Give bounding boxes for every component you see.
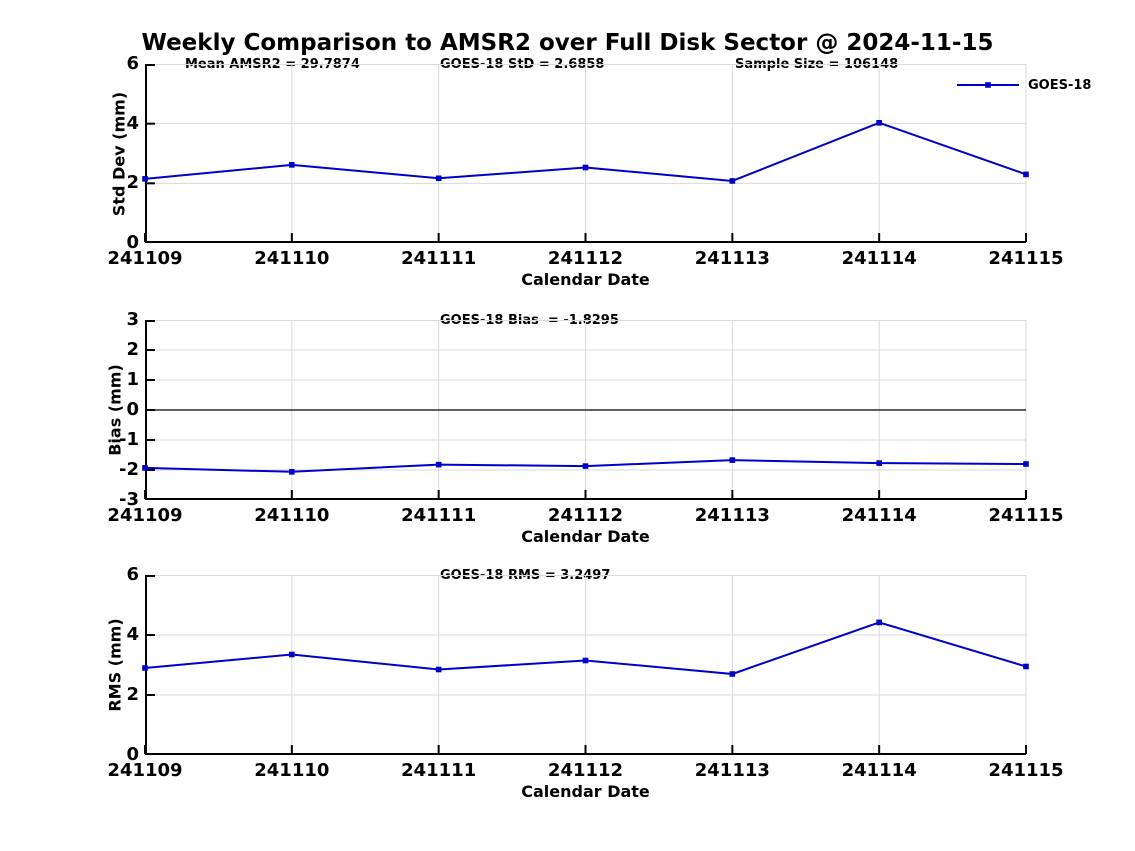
- legend-line-sample: [957, 82, 1019, 88]
- data-point-marker: [289, 469, 295, 475]
- y-tick-label: -1: [119, 429, 139, 450]
- y-tick-label: 2: [126, 684, 139, 705]
- y-tick-label: 2: [126, 339, 139, 360]
- y-tick-label: 4: [126, 624, 139, 645]
- data-point-marker: [876, 619, 882, 626]
- rms-plot-area: [142, 575, 1029, 755]
- x-tick-label: 241114: [841, 505, 917, 526]
- x-tick-label: 241115: [988, 760, 1064, 781]
- x-tick-label: 241110: [254, 505, 330, 526]
- data-point-marker: [435, 666, 442, 673]
- bias-x-axis-label: Calendar Date: [521, 527, 650, 546]
- data-point-marker: [729, 178, 736, 184]
- y-tick-label: -2: [119, 459, 139, 480]
- data-point-marker: [582, 463, 589, 469]
- data-point-marker: [142, 665, 148, 671]
- legend-label: GOES-18: [1028, 77, 1092, 93]
- y-tick-label: 3: [126, 309, 139, 330]
- stddev-y-axis-label: Std Dev (mm): [109, 91, 129, 217]
- legend-marker-icon: [985, 82, 991, 88]
- y-tick-label: -3: [119, 489, 139, 510]
- x-tick-label: 241111: [401, 505, 477, 526]
- figure-title: Weekly Comparison to AMSR2 over Full Dis…: [141, 30, 994, 56]
- x-tick-label: 241110: [254, 248, 330, 269]
- x-tick-label: 241113: [694, 760, 770, 781]
- y-tick-label: 0: [126, 399, 139, 420]
- data-point-marker: [582, 657, 589, 664]
- data-point-marker: [876, 460, 882, 466]
- x-tick-label: 241113: [694, 248, 770, 269]
- data-point-marker: [142, 465, 148, 471]
- data-point-marker: [1023, 171, 1029, 178]
- data-point-marker: [435, 175, 442, 182]
- data-point-marker: [729, 671, 736, 677]
- y-tick-label: 1: [126, 369, 139, 390]
- data-point-marker: [435, 461, 442, 468]
- data-point-marker: [1023, 663, 1029, 670]
- legend: GOES-18: [957, 77, 1092, 93]
- stddev-x-axis-label: Calendar Date: [521, 270, 650, 289]
- y-tick-label: 0: [126, 232, 139, 253]
- bias-plot-area: [142, 320, 1029, 500]
- data-point-marker: [729, 457, 736, 463]
- x-tick-label: 241111: [401, 760, 477, 781]
- y-tick-label: 2: [126, 172, 139, 194]
- stddev-plot-area: [142, 64, 1029, 243]
- x-tick-label: 241109: [107, 248, 183, 269]
- rms-x-axis-label: Calendar Date: [521, 782, 650, 801]
- x-tick-label: 241110: [254, 760, 330, 781]
- data-point-marker: [582, 164, 589, 171]
- x-tick-label: 241112: [547, 248, 624, 269]
- rms-mm--chart-svg: [142, 575, 1029, 755]
- y-tick-label: 0: [126, 744, 139, 765]
- x-tick-label: 241109: [107, 760, 183, 781]
- x-tick-label: 241114: [841, 248, 917, 269]
- data-point-marker: [1023, 461, 1029, 467]
- y-tick-label: 4: [126, 112, 139, 134]
- x-tick-label: 241112: [547, 505, 624, 526]
- x-tick-label: 241115: [988, 248, 1064, 269]
- data-point-marker: [142, 176, 148, 182]
- data-point-marker: [876, 119, 882, 126]
- x-tick-label: 241114: [841, 760, 917, 781]
- x-tick-label: 241111: [401, 248, 477, 269]
- data-point-marker: [289, 162, 295, 168]
- x-tick-label: 241115: [988, 505, 1064, 526]
- x-tick-label: 241109: [107, 505, 183, 526]
- std-dev-mm--chart-svg: [142, 64, 1029, 243]
- data-point-marker: [289, 651, 295, 658]
- x-tick-label: 241112: [547, 760, 624, 781]
- bias-mm--chart-svg: [142, 320, 1029, 500]
- y-tick-label: 6: [126, 53, 139, 74]
- x-tick-label: 241113: [694, 505, 770, 526]
- y-tick-label: 6: [126, 564, 139, 585]
